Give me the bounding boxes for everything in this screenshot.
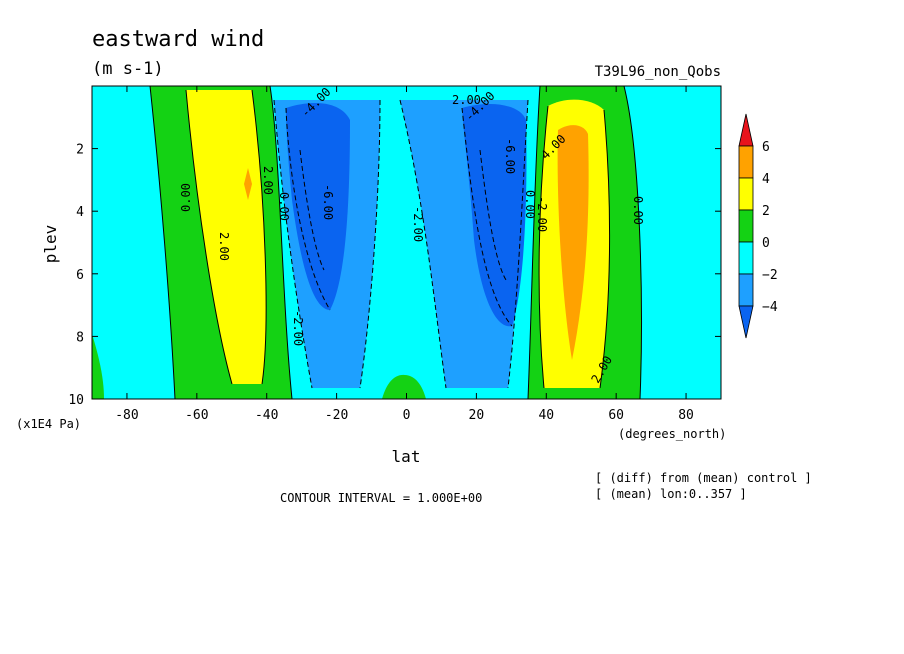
y-tick-label: 10 (68, 393, 84, 408)
contour-interval: CONTOUR INTERVAL = 1.000E+00 (280, 491, 482, 505)
colorbar-label: 6 (762, 140, 770, 155)
y-tick-label: 6 (76, 268, 84, 283)
contour-label: 2.00 (217, 232, 231, 261)
contour-label: -2.00 (291, 310, 305, 346)
contour-label: 2.00 (452, 93, 481, 107)
y-tick-label: 2 (76, 143, 84, 158)
x-axis-label: lat (392, 447, 421, 466)
chart-units: (m s-1) (92, 59, 164, 79)
x-tick-label: -20 (325, 408, 348, 423)
colorbar-label: 0 (762, 236, 770, 251)
colorbar: 6 4 2 0 −2 −4 (738, 113, 778, 339)
colorbar-bin (738, 113, 754, 147)
colorbar-label: 4 (762, 172, 770, 187)
x-axis: -80 -60 -40 -20 0 20 40 60 80 (115, 86, 694, 423)
plot-area: 0.00 2.00 2.00 0.00 -4.00 -6.00 -2.00 -2… (91, 85, 722, 400)
x-tick-label: 0 (403, 408, 411, 423)
contour-label: -6.00 (321, 184, 335, 220)
dataset-label: T39L96_non_Qobs (595, 64, 721, 80)
x-unit-label: (degrees_north) (618, 427, 726, 441)
contour-label: -2.00 (411, 206, 425, 242)
contour-label: 2.00 (261, 166, 275, 195)
colorbar-label: −2 (762, 268, 778, 283)
colorbar-bin (738, 241, 754, 275)
x-tick-label: -40 (255, 408, 278, 423)
easterly-north-m4 (462, 104, 527, 327)
x-tick-label: 40 (538, 408, 554, 423)
contour-label: 0.00 (631, 196, 645, 225)
y-unit-label: (x1E4 Pa) (16, 417, 81, 431)
equatorial-gap (380, 120, 414, 290)
y-tick-label: 8 (76, 330, 84, 345)
contour-label: 0.00 (179, 183, 193, 212)
x-tick-label: 20 (469, 408, 485, 423)
y-axis-label: plev (41, 225, 60, 264)
jet-north-4to6 (557, 125, 589, 360)
jet-south-core (244, 168, 252, 200)
colorbar-label: 2 (762, 204, 770, 219)
contour-label: -6.00 (503, 138, 517, 174)
x-tick-label: 80 (678, 408, 694, 423)
colorbar-bin (738, 177, 754, 211)
contour-label: -2.00 (535, 196, 549, 232)
colorbar-label: −4 (762, 300, 778, 315)
colorbar-bin (738, 305, 754, 339)
jet-south-2to4 (186, 90, 267, 384)
chart-title: eastward wind (92, 27, 264, 52)
band-sw-corner (92, 334, 104, 399)
contour-label: 0.00 (523, 190, 537, 219)
equatorial-green (382, 374, 426, 399)
x-tick-label: -80 (115, 408, 138, 423)
note-mean: [ (mean) lon:0..357 ] (595, 487, 747, 501)
x-tick-label: -60 (185, 408, 208, 423)
x-tick-label: 60 (608, 408, 624, 423)
y-tick-label: 4 (76, 205, 84, 220)
colorbar-bin (738, 209, 754, 243)
colorbar-bin (738, 145, 754, 179)
easterly-south-m4 (286, 103, 350, 310)
colorbar-bin (738, 273, 754, 307)
contour-label: 0.00 (277, 192, 291, 221)
y-axis: 2 4 6 8 10 (68, 143, 721, 408)
note-diff: [ (diff) from (mean) control ] (595, 471, 812, 485)
